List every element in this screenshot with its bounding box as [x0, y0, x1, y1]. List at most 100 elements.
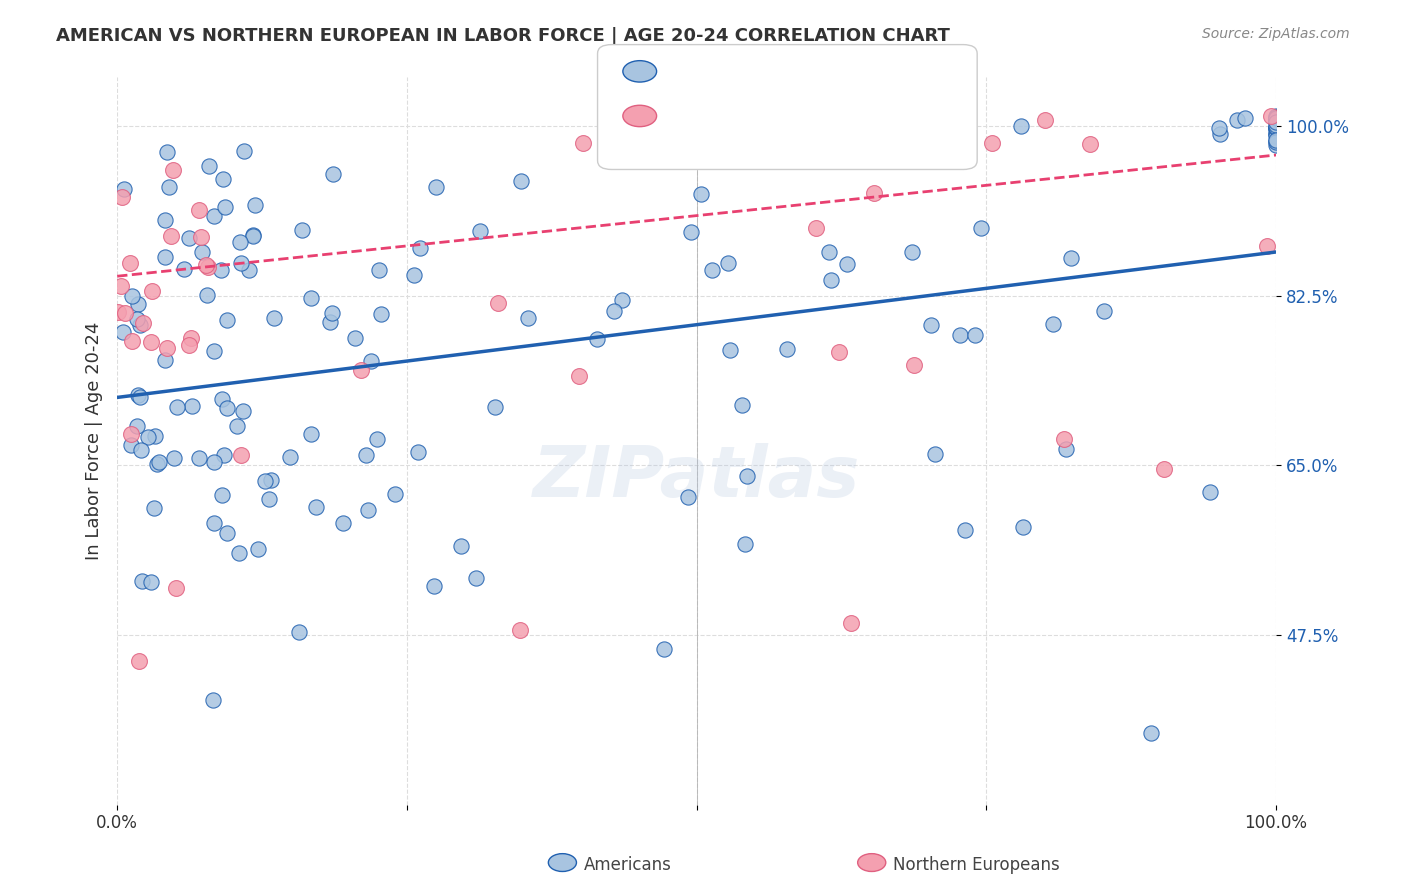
- Point: [1265, 112, 1288, 127]
- Point: [384, 487, 406, 501]
- Point: [367, 263, 389, 277]
- Point: [179, 231, 201, 245]
- Point: [127, 297, 149, 311]
- Point: [125, 418, 148, 433]
- Point: [231, 404, 253, 418]
- Point: [202, 516, 225, 530]
- Point: [226, 418, 249, 433]
- Point: [1234, 112, 1257, 126]
- Point: [202, 209, 225, 223]
- Point: [195, 288, 218, 302]
- Point: [343, 331, 366, 345]
- Point: [1140, 725, 1163, 739]
- Point: [139, 574, 162, 589]
- Point: [1260, 109, 1282, 123]
- Point: [188, 203, 211, 218]
- Point: [141, 285, 163, 299]
- Point: [211, 488, 233, 502]
- Y-axis label: In Labor Force | Age 20-24: In Labor Force | Age 20-24: [86, 322, 103, 560]
- Point: [148, 455, 170, 469]
- Point: [131, 443, 153, 458]
- Point: [425, 180, 447, 194]
- Point: [299, 291, 322, 305]
- Point: [332, 516, 354, 531]
- Point: [1265, 120, 1288, 135]
- Point: [354, 448, 377, 462]
- Point: [409, 241, 432, 255]
- Point: [1265, 112, 1288, 127]
- Text: R = 0.101: R = 0.101: [668, 112, 766, 129]
- Point: [1265, 128, 1288, 143]
- Point: [229, 235, 252, 249]
- Point: [612, 293, 634, 307]
- Point: [644, 109, 666, 123]
- Point: [136, 430, 159, 444]
- Point: [963, 328, 986, 343]
- Point: [468, 224, 491, 238]
- Point: [924, 447, 946, 461]
- Point: [716, 256, 738, 270]
- Point: [1265, 133, 1288, 147]
- Point: [245, 198, 267, 212]
- Point: [155, 213, 177, 227]
- Point: [155, 353, 177, 368]
- Point: [422, 579, 444, 593]
- Point: [157, 179, 180, 194]
- Point: [211, 392, 233, 406]
- Point: [1078, 136, 1101, 151]
- Point: [188, 451, 211, 466]
- Point: [404, 268, 426, 282]
- Text: Source: ZipAtlas.com: Source: ZipAtlas.com: [1202, 27, 1350, 41]
- Point: [953, 523, 976, 537]
- Point: [820, 273, 842, 287]
- Point: [748, 120, 770, 135]
- Point: [450, 539, 472, 553]
- Point: [679, 225, 702, 239]
- Point: [841, 615, 863, 630]
- Point: [173, 262, 195, 277]
- Point: [1153, 461, 1175, 475]
- Point: [673, 144, 696, 158]
- Point: [1265, 135, 1288, 149]
- Point: [1199, 484, 1222, 499]
- Point: [734, 536, 756, 550]
- Point: [191, 244, 214, 259]
- Point: [181, 399, 204, 413]
- Text: ZIPatlas: ZIPatlas: [533, 443, 860, 512]
- Point: [202, 455, 225, 469]
- Point: [214, 448, 236, 462]
- Point: [700, 262, 723, 277]
- Point: [568, 369, 591, 384]
- Point: [229, 448, 252, 462]
- Point: [1265, 121, 1288, 136]
- Text: Americans: Americans: [583, 856, 672, 874]
- Point: [603, 304, 626, 318]
- Point: [1265, 112, 1288, 127]
- Point: [160, 229, 183, 244]
- Point: [586, 332, 609, 346]
- Point: [408, 445, 430, 459]
- Point: [155, 250, 177, 264]
- Point: [321, 306, 343, 320]
- Point: [322, 167, 344, 181]
- Point: [165, 581, 187, 595]
- Point: [1265, 137, 1288, 152]
- Point: [145, 428, 167, 442]
- Point: [128, 654, 150, 668]
- Point: [980, 136, 1002, 151]
- Point: [637, 109, 659, 123]
- Point: [139, 334, 162, 349]
- Point: [828, 345, 851, 359]
- Point: [676, 491, 699, 505]
- Point: [162, 163, 184, 178]
- Point: [903, 358, 925, 372]
- Point: [120, 255, 142, 269]
- Point: [873, 151, 896, 165]
- Point: [120, 427, 142, 442]
- Text: AMERICAN VS NORTHERN EUROPEAN IN LABOR FORCE | AGE 20-24 CORRELATION CHART: AMERICAN VS NORTHERN EUROPEAN IN LABOR F…: [56, 27, 950, 45]
- Point: [484, 401, 506, 415]
- Point: [1265, 134, 1288, 148]
- Point: [288, 625, 311, 640]
- Point: [823, 153, 845, 167]
- Point: [900, 245, 922, 260]
